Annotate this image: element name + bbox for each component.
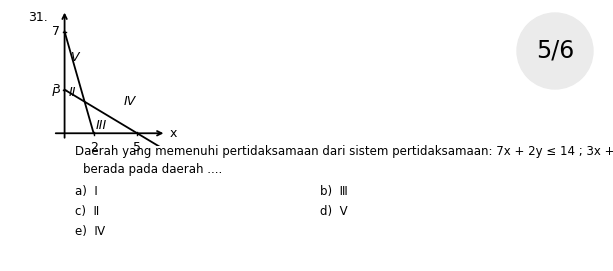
Text: a)  I: a) I	[75, 185, 97, 198]
Text: Daerah yang memenuhi pertidaksamaan dari sistem pertidaksamaan: 7x + 2y ≤ 14 ; 3: Daerah yang memenuhi pertidaksamaan dari…	[75, 145, 613, 158]
Text: 5/6: 5/6	[536, 39, 574, 63]
Text: IV: IV	[124, 95, 136, 108]
Text: x: x	[170, 127, 177, 140]
Text: 5: 5	[133, 141, 141, 154]
Text: V: V	[70, 51, 79, 64]
Text: II: II	[69, 86, 76, 99]
Text: I: I	[52, 86, 56, 99]
Text: 7: 7	[52, 25, 60, 38]
Text: 2: 2	[89, 141, 97, 154]
Text: c)  Ⅱ: c) Ⅱ	[75, 205, 99, 218]
Text: III: III	[95, 119, 107, 132]
Circle shape	[517, 13, 593, 89]
Text: d)  V: d) V	[320, 205, 348, 218]
Text: b)  Ⅲ: b) Ⅲ	[320, 185, 348, 198]
Text: berada pada daerah ....: berada pada daerah ....	[83, 163, 223, 176]
Text: e)  Ⅳ: e) Ⅳ	[75, 225, 105, 238]
Text: 31.: 31.	[28, 11, 47, 24]
Text: 3: 3	[52, 83, 60, 96]
